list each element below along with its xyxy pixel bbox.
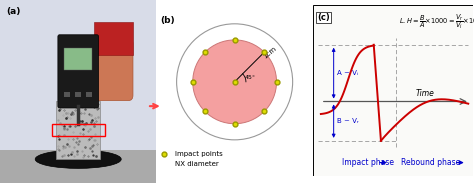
Text: Impact phase: Impact phase bbox=[342, 158, 394, 167]
Text: NX diameter: NX diameter bbox=[175, 161, 219, 167]
Bar bbox=[64, 92, 70, 97]
Text: (b): (b) bbox=[161, 16, 175, 25]
FancyBboxPatch shape bbox=[58, 35, 99, 108]
Bar bbox=[75, 92, 82, 97]
Bar bbox=[52, 124, 105, 136]
Text: (c): (c) bbox=[317, 13, 329, 22]
Text: Time: Time bbox=[416, 89, 435, 98]
Text: 45°: 45° bbox=[244, 75, 255, 80]
Text: Rebound phase: Rebound phase bbox=[401, 158, 460, 167]
Bar bbox=[86, 92, 92, 97]
Text: A ~ Vᵢ: A ~ Vᵢ bbox=[337, 70, 358, 76]
Bar bbox=[64, 48, 92, 70]
Text: Impact points: Impact points bbox=[175, 151, 223, 157]
FancyBboxPatch shape bbox=[89, 38, 133, 101]
Bar bbox=[94, 22, 133, 55]
Circle shape bbox=[177, 24, 292, 140]
Bar bbox=[0, 150, 156, 183]
Ellipse shape bbox=[35, 150, 121, 168]
Text: $L.H = \dfrac{B}{A}{\times}1000 = \dfrac{V_r}{V_i}{\times}1000$: $L.H = \dfrac{B}{A}{\times}1000 = \dfrac… bbox=[399, 12, 474, 31]
Bar bbox=[56, 101, 100, 159]
Circle shape bbox=[193, 40, 276, 124]
Text: 1cm: 1cm bbox=[262, 45, 277, 59]
Text: B ~ Vᵣ: B ~ Vᵣ bbox=[337, 118, 358, 124]
Text: (a): (a) bbox=[6, 7, 21, 16]
